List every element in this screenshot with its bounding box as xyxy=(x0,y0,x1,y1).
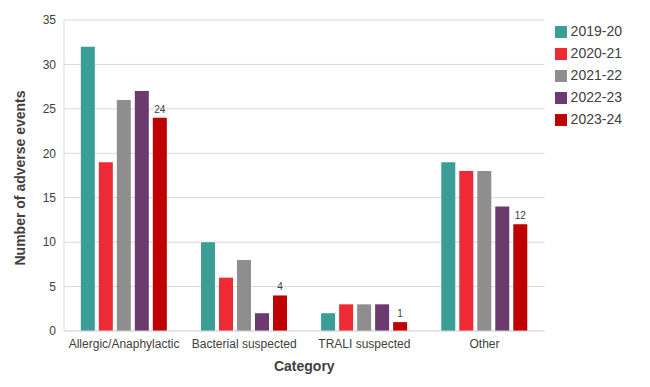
svg-text:24: 24 xyxy=(154,104,166,115)
svg-text:1: 1 xyxy=(397,308,403,319)
svg-text:10: 10 xyxy=(43,235,57,249)
svg-text:Allergic/Anaphylactic: Allergic/Anaphylactic xyxy=(69,337,180,351)
svg-text:15: 15 xyxy=(43,191,57,205)
svg-text:30: 30 xyxy=(43,58,57,72)
svg-text:0: 0 xyxy=(49,324,56,338)
html-text:2023-24: 2023-24 xyxy=(570,111,622,127)
svg-text:12: 12 xyxy=(515,210,527,221)
html-text:2020-21: 2020-21 xyxy=(570,45,622,61)
svg-text:4: 4 xyxy=(277,281,283,292)
svg-text:TRALI suspected: TRALI suspected xyxy=(318,337,410,351)
html-text:2022-23: 2022-23 xyxy=(570,89,622,105)
svg-text:35: 35 xyxy=(43,13,57,27)
svg-text:25: 25 xyxy=(43,102,57,116)
svg-text:Other: Other xyxy=(470,337,500,351)
html-text:2021-22: 2021-22 xyxy=(570,67,622,83)
svg-text:5: 5 xyxy=(49,280,56,294)
svg-text:Number of adverse events: Number of adverse events xyxy=(12,90,28,265)
svg-text:Bacterial suspected: Bacterial suspected xyxy=(192,337,297,351)
html-text:2019-20: 2019-20 xyxy=(570,23,622,39)
svg-text:Category: Category xyxy=(274,358,335,374)
svg-text:20: 20 xyxy=(43,147,57,161)
